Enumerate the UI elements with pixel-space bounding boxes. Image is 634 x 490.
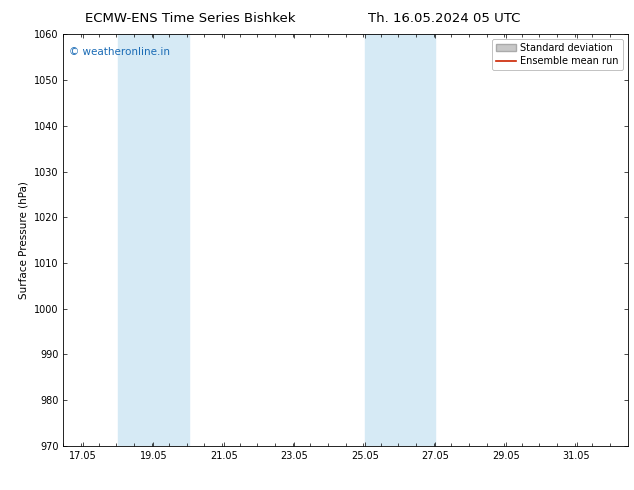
Legend: Standard deviation, Ensemble mean run: Standard deviation, Ensemble mean run	[492, 39, 623, 70]
Text: Th. 16.05.2024 05 UTC: Th. 16.05.2024 05 UTC	[368, 12, 520, 25]
Text: © weatheronline.in: © weatheronline.in	[69, 47, 170, 57]
Text: ECMW-ENS Time Series Bishkek: ECMW-ENS Time Series Bishkek	[85, 12, 295, 25]
Y-axis label: Surface Pressure (hPa): Surface Pressure (hPa)	[18, 181, 29, 299]
Bar	[365, 34, 436, 446]
Bar	[118, 34, 188, 446]
